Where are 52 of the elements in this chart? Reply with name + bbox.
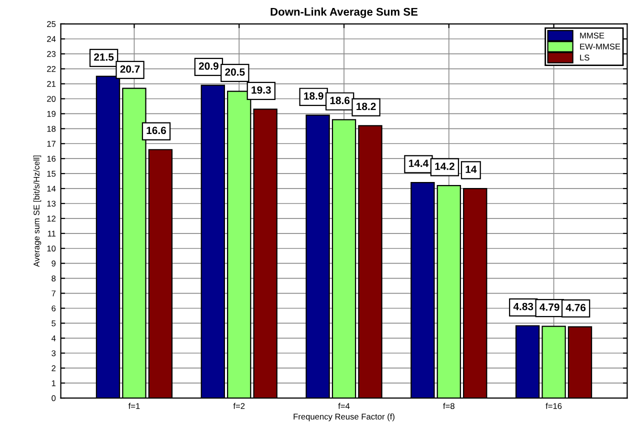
data-label: 21.5 bbox=[94, 53, 114, 61]
y-tick-label: 25 bbox=[47, 21, 56, 28]
data-label: 18.6 bbox=[330, 96, 350, 104]
legend-label: MMSE bbox=[580, 32, 604, 39]
y-tick-label: 19 bbox=[47, 110, 56, 117]
y-tick-label: 11 bbox=[48, 230, 56, 236]
data-label: 4.76 bbox=[566, 304, 586, 312]
data-label: 19.3 bbox=[252, 86, 271, 94]
data-label: 14.4 bbox=[408, 160, 429, 167]
y-tick-label: 18 bbox=[47, 126, 56, 132]
x-tick-label: f=2 bbox=[233, 402, 245, 409]
data-label: 4.83 bbox=[513, 302, 534, 310]
y-tick-label: 15 bbox=[47, 170, 56, 177]
x-tick-label: f=8 bbox=[443, 402, 454, 410]
y-tick-label: 9 bbox=[52, 260, 56, 266]
y-tick-label: 7 bbox=[52, 290, 56, 296]
y-tick-label: 22 bbox=[47, 66, 56, 72]
y-tick-label: 14 bbox=[47, 186, 56, 192]
y-tick-label: 10 bbox=[47, 246, 56, 252]
data-label: 14 bbox=[466, 166, 477, 173]
y-tick-label: 17 bbox=[47, 140, 56, 147]
y-tick-label: 6 bbox=[52, 305, 56, 312]
data-label: 16.6 bbox=[146, 126, 166, 134]
y-axis-title: Average sum SE [bit/s/Hz/cell] bbox=[33, 156, 42, 267]
y-tick-label: 13 bbox=[47, 200, 56, 207]
chart-title: Down-Link Average Sum SE bbox=[270, 8, 418, 18]
legend-label: LS bbox=[580, 54, 590, 61]
y-tick-label: 21 bbox=[47, 80, 56, 87]
y-tick-label: 0 bbox=[52, 395, 56, 402]
data-label: 18.2 bbox=[356, 102, 376, 110]
data-label: 20.7 bbox=[120, 65, 140, 73]
y-tick-label: 5 bbox=[52, 320, 56, 326]
x-tick-label: f=4 bbox=[338, 402, 350, 409]
y-tick-label: 1 bbox=[52, 380, 56, 386]
data-label: 20.5 bbox=[225, 68, 245, 76]
y-tick-label: 23 bbox=[47, 51, 56, 57]
x-tick-label: f=1 bbox=[128, 402, 140, 409]
y-tick-label: 12 bbox=[47, 216, 56, 222]
y-tick-label: 4 bbox=[51, 335, 56, 342]
y-tick-label: 16 bbox=[47, 156, 56, 162]
y-tick-label: 20 bbox=[47, 96, 56, 102]
x-axis-title: Frequency Reuse Factor (f) bbox=[294, 413, 394, 422]
data-label: 4.79 bbox=[540, 303, 560, 311]
y-tick-label: 8 bbox=[52, 276, 56, 282]
legend-label: EW-MMSE bbox=[580, 44, 620, 50]
data-label: 20.9 bbox=[198, 62, 218, 70]
x-tick-label: f=16 bbox=[546, 402, 562, 410]
y-tick-label: 2 bbox=[52, 365, 56, 372]
y-tick-label: 3 bbox=[52, 350, 56, 356]
data-label: 18.9 bbox=[304, 92, 324, 100]
y-tick-label: 24 bbox=[47, 36, 56, 42]
data-label: 14.2 bbox=[435, 162, 454, 170]
